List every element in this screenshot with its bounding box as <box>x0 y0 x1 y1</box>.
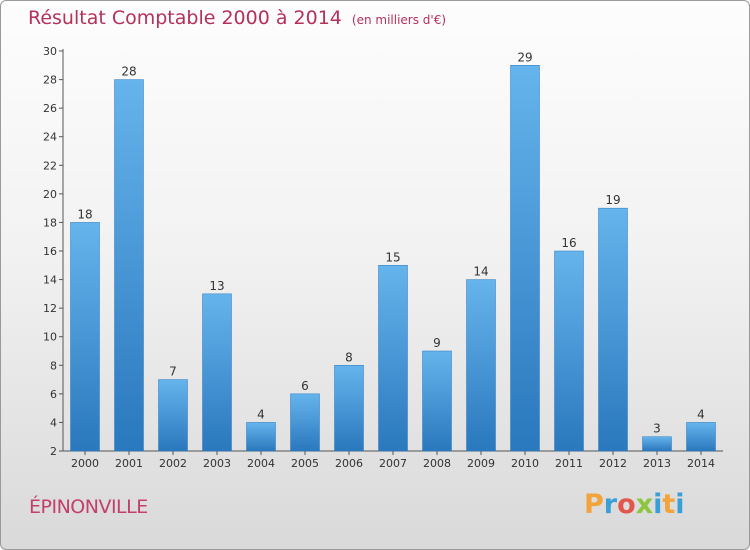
x-tick-label: 2010 <box>511 457 539 470</box>
x-tick-label: 2000 <box>71 457 99 470</box>
bar <box>202 293 232 452</box>
y-tick-label: 14 <box>43 274 57 287</box>
brand-letter: i <box>675 489 685 520</box>
y-tick-label: 12 <box>43 302 57 315</box>
brand-letter: x <box>635 489 654 520</box>
bar <box>378 265 408 452</box>
bar <box>70 222 100 452</box>
bar <box>686 422 716 452</box>
x-tick-label: 2001 <box>115 457 143 470</box>
x-tick-label: 2013 <box>643 457 671 470</box>
data-label: 18 <box>77 207 92 221</box>
y-tick-label: 18 <box>43 216 57 229</box>
bar <box>554 250 584 452</box>
x-tick-label: 2002 <box>159 457 187 470</box>
location-name: ÉPINONVILLE <box>29 496 148 518</box>
x-tick-label: 2011 <box>555 457 583 470</box>
brand-letter: o <box>617 489 636 520</box>
y-tick-label: 28 <box>43 74 57 87</box>
bar <box>246 422 276 452</box>
x-axis: 2000 2001 2002 2003 2004 2005 2006 2007 2008 2009… <box>63 450 723 470</box>
y-tick-label: 6 <box>50 388 57 401</box>
x-tick-label: 2007 <box>379 457 407 470</box>
x-tick-label: 2008 <box>423 457 451 470</box>
bar <box>422 350 452 452</box>
x-tick-label: 2004 <box>247 457 275 470</box>
y-tick-label: 30 <box>43 45 57 58</box>
y-tick-label: 4 <box>50 416 57 429</box>
bar <box>642 436 672 452</box>
bar <box>466 279 496 452</box>
y-tick-label: 26 <box>43 102 57 115</box>
brand-letter: t <box>662 489 676 520</box>
brand-letter: i <box>653 489 663 520</box>
x-tick-label: 2003 <box>203 457 231 470</box>
chart-subtitle: (en milliers d'€) <box>351 13 447 27</box>
bar <box>510 65 540 452</box>
data-label: 4 <box>697 407 705 421</box>
bar <box>158 379 188 452</box>
data-label: 4 <box>257 407 265 421</box>
bar <box>114 79 144 452</box>
x-tick-label: 2014 <box>687 457 715 470</box>
x-tick-label: 2009 <box>467 457 495 470</box>
brand-letter: r <box>603 489 618 520</box>
bars: 18 28 7 13 4 6 8 15 9 14 29 16 19 3 4 <box>70 50 716 452</box>
y-tick-label: 8 <box>50 359 57 372</box>
data-label: 6 <box>301 379 309 393</box>
bar <box>334 365 364 452</box>
data-label: 19 <box>605 193 620 207</box>
x-tick-label: 2005 <box>291 457 319 470</box>
data-label: 8 <box>345 350 353 364</box>
chart-title: Résultat Comptable 2000 à 2014 <box>28 7 342 29</box>
y-tick-label: 24 <box>43 131 57 144</box>
bar <box>290 393 320 452</box>
data-label: 13 <box>209 279 224 293</box>
bar <box>598 207 628 452</box>
x-tick-label: 2006 <box>335 457 363 470</box>
y-tick-label: 16 <box>43 245 57 258</box>
y-tick-label: 2 <box>50 445 57 458</box>
brand-letter: P <box>584 489 604 520</box>
chart-title-row: Résultat Comptable 2000 à 2014 (en millie… <box>28 7 446 29</box>
data-label: 29 <box>517 50 532 64</box>
y-tick-label: 20 <box>43 188 57 201</box>
data-label: 3 <box>653 422 661 436</box>
data-label: 7 <box>169 365 177 379</box>
y-tick-label: 10 <box>43 331 57 344</box>
data-label: 15 <box>385 250 400 264</box>
data-label: 14 <box>473 265 488 279</box>
data-label: 9 <box>433 336 441 350</box>
brand-logo[interactable]: Proxiti <box>584 489 685 520</box>
data-label: 28 <box>121 65 136 79</box>
y-tick-label: 22 <box>43 159 57 172</box>
x-tick-label: 2012 <box>599 457 627 470</box>
data-label: 16 <box>561 236 576 250</box>
